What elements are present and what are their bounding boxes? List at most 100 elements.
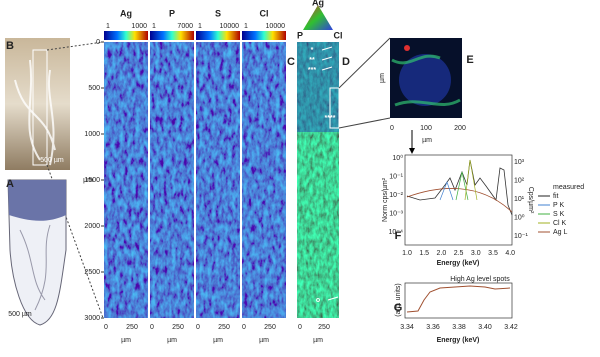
color-triangle (303, 5, 333, 30)
axis-label: Energy (keV) (437, 260, 480, 267)
map-title: P (169, 8, 175, 18)
panel-label: B (6, 40, 14, 52)
axis-label: µm (313, 337, 323, 344)
roi-box (329, 87, 340, 129)
element-map-texture (104, 42, 148, 318)
colorbar (150, 31, 194, 40)
photo-b (5, 38, 70, 170)
legend-label: measured (553, 184, 584, 191)
colorbar (104, 31, 148, 40)
triangle-label: P (297, 30, 303, 40)
arrow (327, 296, 339, 301)
y2-tick-label: 10¹ (514, 196, 525, 203)
marker-label: *** (308, 67, 316, 74)
x-tick-label: 0 (242, 324, 246, 331)
scale-label: 500 µm (8, 311, 32, 318)
x-tick-label: 3.42 (504, 324, 518, 331)
zoom-line (46, 41, 104, 51)
colorbar-max: 7000 (177, 23, 193, 30)
y-tick-label: 2000 (84, 223, 100, 230)
plot-frame-f (404, 154, 513, 246)
x-tick-label: 250 (126, 324, 138, 331)
x-tick-label: 100 (420, 125, 432, 132)
y-tick-label: 1000 (84, 131, 100, 138)
legend-label: P K (553, 202, 564, 209)
image-e-cell (399, 54, 451, 106)
y-tick-label: 10⁻³ (389, 210, 403, 217)
colorbar (242, 31, 286, 40)
y-tick-label: 10⁰ (392, 154, 403, 162)
scale-label: 500 µm (40, 157, 64, 164)
photo-a-texture (19, 224, 51, 311)
spectrum-clk (464, 159, 478, 201)
marker-label: ** (309, 57, 315, 64)
x-tick-label: 3.36 (426, 324, 440, 331)
legend-label: S K (553, 211, 565, 218)
y-tick-label: 0 (96, 39, 100, 46)
map-title: Ag (120, 8, 132, 18)
ag-spot (404, 45, 410, 51)
legend-label: Cl K (553, 220, 567, 227)
arrow (339, 114, 351, 119)
triangle-label: Cl (334, 30, 343, 40)
legend-label: fit (553, 193, 559, 200)
panel-label: D (342, 56, 350, 68)
x-tick-label: 0 (104, 324, 108, 331)
y2-tick-label: 10² (514, 177, 525, 184)
x-tick-label: 1.5 (419, 250, 429, 257)
colorbar-min: 1 (198, 23, 202, 30)
axis-label: µm (213, 337, 223, 344)
spectrum-g (406, 285, 511, 313)
roi-box (32, 49, 48, 166)
x-tick-label: 3.34 (400, 324, 414, 331)
plot-title: High Ag level spots (450, 276, 510, 283)
axis-label: µm (167, 337, 177, 344)
panel-label: G (394, 302, 403, 314)
photo-texture (14, 59, 56, 166)
x-tick-label: 3.0 (471, 250, 481, 257)
panel-label: C (287, 56, 295, 68)
arrow (321, 56, 333, 61)
panel-label: E (466, 54, 473, 66)
y-tick-label: 10⁻⁴ (389, 229, 404, 236)
element-map-texture (150, 42, 194, 318)
x-tick-label: 4.0 (505, 250, 515, 257)
x-tick-label: 0 (150, 324, 154, 331)
panel-label: F (395, 230, 402, 242)
colorbar-max: 10000 (220, 23, 240, 30)
x-tick-label: 2.0 (437, 250, 447, 257)
marker-label: o (316, 297, 320, 304)
axis-label: µm (121, 337, 131, 344)
panel-label: A (6, 178, 14, 190)
y-tick-label: 3000 (84, 315, 100, 322)
x-tick-label: 3.5 (488, 250, 498, 257)
axis-label: (arb. units) (395, 283, 402, 316)
colorbar (196, 31, 240, 40)
y2-tick-label: 10⁰ (514, 213, 525, 221)
x-tick-label: 2.5 (454, 250, 464, 257)
spectrum-fit (406, 159, 513, 216)
x-tick-label: 0 (196, 324, 200, 331)
image-e-texture (391, 54, 461, 107)
axis-label: Norm cps/µm² (382, 177, 389, 222)
axis-label: µm (422, 137, 432, 144)
y-tick-label: 1500 (84, 177, 100, 184)
colorbar-min: 1 (244, 23, 248, 30)
x-tick-label: 0 (298, 324, 302, 331)
triangle-label: Ag (312, 0, 324, 7)
x-tick-label: 1.0 (402, 250, 412, 257)
axis-label: µm (379, 73, 386, 83)
x-tick-label: 0 (390, 125, 394, 132)
colorbar-max: 1000 (131, 23, 147, 30)
axis-label: µm (83, 177, 93, 184)
map-title: Cl (260, 8, 269, 18)
x-tick-label: 250 (318, 324, 330, 331)
element-map-texture (242, 42, 286, 318)
axis-label: Cps/µm² (527, 187, 534, 214)
colorbar-min: 1 (106, 23, 110, 30)
plot-frame-g (404, 282, 513, 319)
spectrum-background (406, 188, 513, 213)
colorbar-min: 1 (152, 23, 156, 30)
marker-label: * (311, 47, 314, 54)
